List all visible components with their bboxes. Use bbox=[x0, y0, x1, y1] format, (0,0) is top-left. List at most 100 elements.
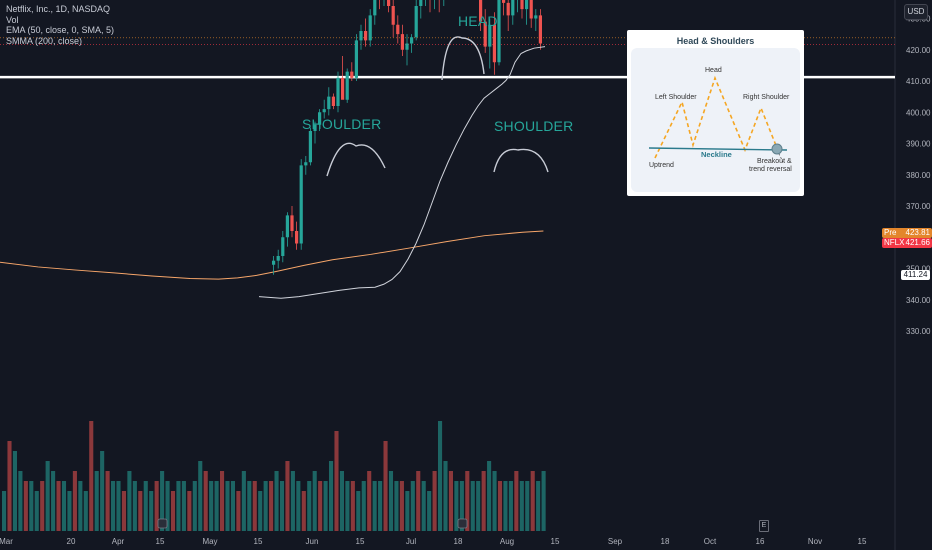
x-tick-label: 15 bbox=[156, 537, 165, 546]
volume-bar bbox=[83, 491, 88, 531]
volume-bar bbox=[56, 481, 61, 531]
dividend-event-icon bbox=[157, 518, 168, 529]
left-shoulder-arc bbox=[326, 142, 386, 177]
volume-bar bbox=[94, 471, 99, 531]
volume-bar bbox=[541, 471, 546, 531]
candle-body bbox=[488, 24, 492, 47]
candle-body bbox=[525, 0, 529, 10]
candle-body bbox=[345, 71, 349, 100]
volume-bar bbox=[476, 481, 481, 531]
x-tick-label: Jul bbox=[406, 537, 416, 546]
diagram-breakout-label: Breakout & bbox=[757, 158, 792, 165]
volume-bar bbox=[329, 461, 334, 531]
candle-body bbox=[359, 31, 363, 41]
x-tick-label: Mar bbox=[0, 537, 13, 546]
y-tick-label: 400.00 bbox=[906, 108, 931, 117]
volume-bar bbox=[356, 491, 361, 531]
candle-body bbox=[387, 0, 391, 6]
volume-bar bbox=[67, 491, 72, 531]
candle-body bbox=[520, 0, 524, 10]
legend-ema[interactable]: EMA (50, close, 0, SMA, 5) bbox=[6, 25, 115, 35]
volume-bar bbox=[247, 481, 252, 531]
diagram-pattern-svg bbox=[648, 75, 788, 163]
volume-bar bbox=[318, 481, 323, 531]
premarket-label: Pre bbox=[884, 228, 897, 237]
volume-bar bbox=[334, 431, 339, 531]
volume-bar bbox=[241, 471, 246, 531]
volume-bar bbox=[312, 471, 317, 531]
x-tick-label: 15 bbox=[254, 537, 263, 546]
candle-body bbox=[400, 34, 404, 50]
volume-bar bbox=[405, 491, 410, 531]
candle-body bbox=[322, 109, 326, 113]
x-tick-label: Oct bbox=[704, 537, 717, 546]
candle-body bbox=[529, 0, 533, 19]
volume-bar bbox=[138, 491, 143, 531]
volume-bar bbox=[51, 471, 56, 531]
currency-button[interactable]: USD bbox=[904, 4, 928, 20]
candle-body bbox=[373, 0, 377, 16]
volume-bar bbox=[192, 481, 197, 531]
candle-body bbox=[313, 124, 317, 131]
volume-bar bbox=[372, 481, 377, 531]
volume-bar bbox=[214, 481, 219, 531]
candle-body bbox=[290, 215, 294, 231]
volume-bar bbox=[323, 481, 328, 531]
volume-bar bbox=[339, 471, 344, 531]
head-shoulders-diagram: Head & Shoulders Head Left Shoulder Righ… bbox=[627, 30, 804, 196]
volume-bar bbox=[236, 491, 241, 531]
volume-bar bbox=[225, 481, 230, 531]
candle-body bbox=[281, 237, 285, 256]
volume-bar bbox=[203, 471, 208, 531]
x-tick-label: Sep bbox=[608, 537, 623, 546]
y-tick-label: 350.00 bbox=[906, 265, 931, 274]
volume-bar bbox=[530, 471, 535, 531]
candle-body bbox=[506, 2, 510, 16]
legend-symbol[interactable]: Netflix, Inc., 1D, NASDAQ bbox=[6, 4, 111, 14]
candle-body bbox=[479, 0, 483, 22]
x-tick-label: 15 bbox=[858, 537, 867, 546]
volume-bar bbox=[160, 471, 165, 531]
volume-bar bbox=[465, 471, 470, 531]
y-tick-label: 420.00 bbox=[906, 46, 931, 55]
ema-50-line bbox=[258, 46, 546, 299]
volume-bar bbox=[536, 481, 541, 531]
volume-bar bbox=[345, 481, 350, 531]
candle-body bbox=[299, 165, 303, 244]
volume-bar bbox=[209, 481, 214, 531]
volume-bar bbox=[187, 491, 192, 531]
volume-bar bbox=[111, 481, 116, 531]
y-tick-label: 390.00 bbox=[906, 140, 931, 149]
volume-bar bbox=[285, 461, 290, 531]
volume-bar bbox=[132, 481, 137, 531]
x-tick-label: 15 bbox=[356, 537, 365, 546]
diagram-panel bbox=[631, 48, 800, 192]
volume-bar bbox=[399, 481, 404, 531]
candle-body bbox=[276, 256, 280, 261]
volume-bar bbox=[383, 441, 388, 531]
volume-bar bbox=[269, 481, 274, 531]
volume-bar bbox=[12, 451, 17, 531]
legend-volume[interactable]: Vol bbox=[6, 14, 19, 25]
candle-body bbox=[538, 15, 542, 44]
candle-body bbox=[534, 15, 538, 19]
x-tick-label: 20 bbox=[67, 537, 76, 546]
volume-bar bbox=[45, 461, 50, 531]
x-tick-label: Jun bbox=[306, 537, 319, 546]
y-tick-label: 410.00 bbox=[906, 77, 931, 86]
volume-bar bbox=[470, 481, 475, 531]
volume-bar bbox=[105, 471, 110, 531]
volume-bar bbox=[34, 491, 39, 531]
volume-bar bbox=[296, 481, 301, 531]
volume-bar bbox=[410, 481, 415, 531]
candle-body bbox=[414, 6, 418, 38]
head-annotation: HEAD bbox=[458, 13, 498, 29]
earnings-event-marker[interactable]: E bbox=[759, 520, 769, 532]
last-price-value: 421.66 bbox=[905, 238, 930, 247]
legend-smma[interactable]: SMMA (200, close) bbox=[6, 35, 83, 46]
premarket-value: 423.81 bbox=[905, 228, 930, 237]
volume-bar bbox=[508, 481, 513, 531]
head-arc bbox=[441, 36, 485, 81]
candle-body bbox=[405, 43, 409, 50]
